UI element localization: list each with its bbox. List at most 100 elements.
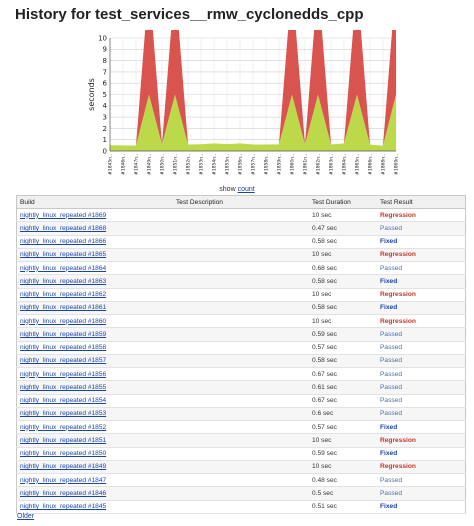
- test-duration-cell: 0.58 sec: [309, 301, 377, 316]
- test-result-cell: Regression: [377, 314, 466, 329]
- test-description-cell: [173, 354, 309, 369]
- build-link[interactable]: nightly_linux_repeated #1857: [20, 357, 107, 365]
- older-link[interactable]: Older: [17, 513, 35, 520]
- y-tick-label: 8: [103, 57, 107, 65]
- table-row: nightly_linux_repeated #1847 0.48 sec Pass…: [16, 473, 466, 488]
- test-duration-cell: 10 sec: [309, 433, 377, 448]
- build-cell: nightly_linux_repeated #1847: [16, 473, 173, 488]
- build-link[interactable]: nightly_linux_repeated #1845: [20, 503, 107, 511]
- build-cell: nightly_linux_repeated #1855: [16, 380, 173, 395]
- build-link[interactable]: nightly_linux_repeated #1852: [20, 423, 107, 431]
- table-row: nightly_linux_repeated #1852 0.57 sec Fixe…: [16, 420, 466, 435]
- history-chart: 0 1 2 3 4 5 6 7 8 9 10 seconds #1845n.. #1846n.. #1847…: [0, 30, 474, 190]
- build-link[interactable]: nightly_linux_repeated #1863: [20, 277, 107, 285]
- build-link[interactable]: nightly_linux_repeated #1851: [20, 436, 107, 444]
- x-tick-label: #1853n..: [199, 154, 205, 175]
- build-cell: nightly_linux_repeated #1868: [16, 221, 173, 236]
- count-link[interactable]: count: [237, 186, 255, 193]
- build-link[interactable]: nightly_linux_repeated #1868: [20, 224, 107, 232]
- build-cell: nightly_linux_repeated #1861: [16, 301, 173, 316]
- build-link[interactable]: nightly_linux_repeated #1861: [20, 304, 107, 312]
- test-duration-cell: 0.57 sec: [309, 420, 377, 435]
- test-result-cell: Regression: [377, 433, 466, 448]
- build-link[interactable]: nightly_linux_repeated #1850: [20, 450, 107, 458]
- build-link[interactable]: nightly_linux_repeated #1856: [20, 370, 107, 378]
- test-duration-cell: 0.51 sec: [309, 500, 377, 514]
- build-cell: nightly_linux_repeated #1853: [16, 407, 173, 422]
- build-link[interactable]: nightly_linux_repeated #1864: [20, 264, 107, 272]
- page-title: History for test_services__rmw_cyclonedd…: [15, 6, 364, 23]
- build-link[interactable]: nightly_linux_repeated #1849: [20, 463, 107, 471]
- x-tick-label: #1852n..: [186, 154, 192, 175]
- x-tick-label: #1860n..: [290, 154, 296, 175]
- test-description-cell: [173, 500, 309, 514]
- build-cell: nightly_linux_repeated #1866: [16, 235, 173, 249]
- build-link[interactable]: nightly_linux_repeated #1866: [20, 238, 107, 246]
- build-link[interactable]: nightly_linux_repeated #1859: [20, 330, 107, 338]
- y-tick-label: 0: [103, 147, 107, 155]
- test-duration-cell: 0.57 sec: [309, 341, 377, 355]
- test-duration-cell: 0.58 sec: [309, 354, 377, 369]
- build-link[interactable]: nightly_linux_repeated #1854: [20, 397, 107, 405]
- test-description-cell: [173, 235, 309, 249]
- table-row: nightly_linux_repeated #1864 0.68 sec Pass…: [16, 261, 466, 276]
- test-duration-cell: 0.61 sec: [309, 380, 377, 395]
- y-tick-label: 9: [103, 46, 107, 54]
- build-cell: nightly_linux_repeated #1857: [16, 354, 173, 369]
- table-row: nightly_linux_repeated #1854 0.67 sec Pass…: [16, 394, 466, 408]
- build-link[interactable]: nightly_linux_repeated #1862: [20, 291, 107, 299]
- table-row: nightly_linux_repeated #1863 0.58 sec Fixe…: [16, 274, 466, 289]
- build-link[interactable]: nightly_linux_repeated #1869: [20, 211, 107, 219]
- test-description-cell: [173, 261, 309, 276]
- build-link[interactable]: nightly_linux_repeated #1860: [20, 317, 107, 325]
- x-tick-label: #1868n..: [381, 154, 387, 175]
- test-description-cell: [173, 327, 309, 342]
- x-tick-label: #1858n..: [264, 154, 270, 175]
- test-description-cell: [173, 341, 309, 355]
- header-test-description: Test Description: [173, 195, 309, 209]
- build-link[interactable]: nightly_linux_repeated #1865: [20, 251, 107, 259]
- test-description-cell: [173, 274, 309, 289]
- history-table-header: Build Test Description Test Duration Tes…: [16, 195, 466, 209]
- x-tick-label: #1856n..: [238, 154, 244, 175]
- test-result-cell: Passed: [377, 407, 466, 422]
- test-result-cell: Passed: [377, 473, 466, 488]
- build-link[interactable]: nightly_linux_repeated #1855: [20, 383, 107, 391]
- history-chart-svg: 0 1 2 3 4 5 6 7 8 9 10 seconds #1845n.. #1846n.. #1847…: [87, 30, 400, 175]
- test-duration-cell: 10 sec: [309, 248, 377, 263]
- table-row: nightly_linux_repeated #1862 10 sec Regres…: [16, 288, 466, 302]
- build-link[interactable]: nightly_linux_repeated #1847: [20, 476, 107, 484]
- test-result-cell: Passed: [377, 486, 466, 501]
- test-result-cell: Fixed: [377, 301, 466, 316]
- table-row: nightly_linux_repeated #1856 0.67 sec Pass…: [16, 367, 466, 382]
- build-cell: nightly_linux_repeated #1846: [16, 486, 173, 501]
- header-build: Build: [16, 195, 173, 209]
- series-area: [110, 94, 396, 151]
- test-result-cell: Fixed: [377, 274, 466, 289]
- header-test-result: Test Result: [377, 195, 466, 209]
- table-row: nightly_linux_repeated #1860 10 sec Regres…: [16, 314, 466, 329]
- build-cell: nightly_linux_repeated #1849: [16, 460, 173, 475]
- build-link[interactable]: nightly_linux_repeated #1858: [20, 344, 107, 352]
- table-row: nightly_linux_repeated #1851 10 sec Regres…: [16, 433, 466, 448]
- test-description-cell: [173, 447, 309, 461]
- x-tick-label: #1861n..: [303, 154, 309, 175]
- build-cell: nightly_linux_repeated #1856: [16, 367, 173, 382]
- test-duration-cell: 10 sec: [309, 288, 377, 302]
- series-area: [110, 30, 396, 146]
- build-cell: nightly_linux_repeated #1862: [16, 288, 173, 302]
- build-link[interactable]: nightly_linux_repeated #1846: [20, 489, 107, 497]
- y-tick-label: 10: [98, 34, 107, 42]
- test-result-cell: Passed: [377, 341, 466, 355]
- history-table: Build Test Description Test Duration Tes…: [16, 195, 466, 514]
- table-row: nightly_linux_repeated #1855 0.61 sec Pass…: [16, 380, 466, 395]
- x-tick-label: #1847n..: [134, 154, 140, 175]
- build-link[interactable]: nightly_linux_repeated #1853: [20, 410, 107, 418]
- test-result-cell: Regression: [377, 248, 466, 263]
- test-duration-cell: 0.48 sec: [309, 473, 377, 488]
- test-result-cell: Passed: [377, 367, 466, 382]
- test-duration-cell: 0.68 sec: [309, 261, 377, 276]
- test-result-cell: Fixed: [377, 420, 466, 435]
- test-result-cell: Passed: [377, 380, 466, 395]
- test-description-cell: [173, 314, 309, 329]
